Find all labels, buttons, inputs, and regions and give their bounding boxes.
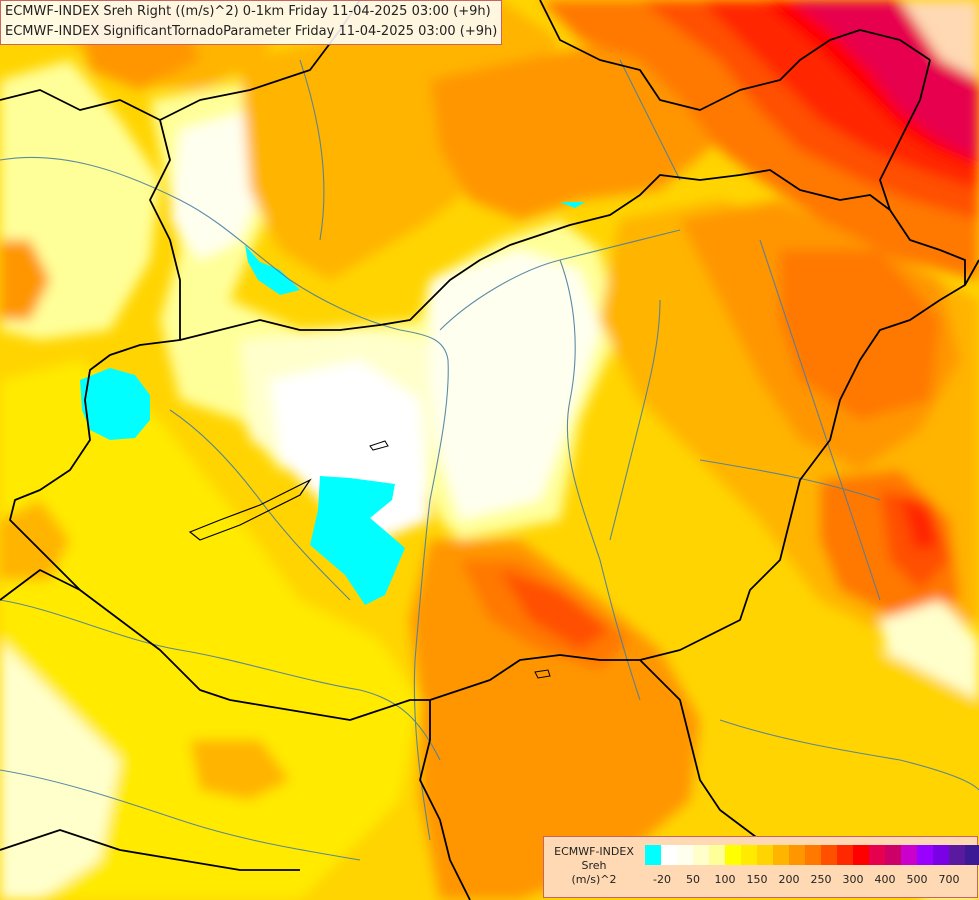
legend-swatch xyxy=(677,845,693,865)
legend-swatch xyxy=(757,845,773,865)
legend-label-unit: (m/s)^2 xyxy=(571,873,617,886)
sreh-negative-areas xyxy=(80,202,585,605)
legend-tick-labels: -20 50 100 150 200 250 300 400 500 700 xyxy=(645,873,975,889)
legend-tick-label: 250 xyxy=(810,873,832,886)
legend-label-variable: Sreh xyxy=(581,859,607,872)
legend-label-source: ECMWF-INDEX xyxy=(554,845,634,858)
legend-swatch xyxy=(901,845,917,865)
legend-tick-label: 200 xyxy=(778,873,800,886)
legend-swatch xyxy=(885,845,901,865)
legend-tick-label: 50 xyxy=(686,873,700,886)
lake-balaton xyxy=(188,478,312,541)
legend-tick-label: -20 xyxy=(653,873,671,886)
legend-swatch xyxy=(645,845,661,865)
legend-swatch xyxy=(821,845,837,865)
legend-swatch xyxy=(949,845,965,865)
legend-swatch xyxy=(933,845,949,865)
legend-swatch xyxy=(965,845,979,865)
legend-swatch xyxy=(869,845,885,865)
legend-swatch xyxy=(725,845,741,865)
map-title-box: ECMWF-INDEX Sreh Right ((m/s)^2) 0-1km F… xyxy=(0,0,503,45)
color-legend: ECMWF-INDEX Sreh (m/s)^2 -20 50 100 150 200 2… xyxy=(543,836,979,898)
legend-tick-label: 500 xyxy=(906,873,928,886)
title-line-stp: ECMWF-INDEX SignificantTornadoParameter … xyxy=(5,24,498,39)
legend-swatch xyxy=(741,845,757,865)
lake-velence xyxy=(369,440,389,451)
title-line-sreh: ECMWF-INDEX Sreh Right ((m/s)^2) 0-1km F… xyxy=(5,4,491,19)
legend-tick-label: 300 xyxy=(842,873,864,886)
legend-tick-label: 150 xyxy=(746,873,768,886)
legend-swatch xyxy=(917,845,933,865)
legend-swatch xyxy=(661,845,677,865)
legend-swatch xyxy=(805,845,821,865)
legend-swatch xyxy=(709,845,725,865)
legend-color-bar xyxy=(645,845,979,865)
legend-swatch xyxy=(789,845,805,865)
rivers xyxy=(0,59,979,861)
legend-tick-label: 700 xyxy=(938,873,960,886)
small-reservoir xyxy=(534,669,551,679)
legend-swatch xyxy=(773,845,789,865)
legend-swatch xyxy=(837,845,853,865)
legend-swatch xyxy=(693,845,709,865)
legend-tick-label: 100 xyxy=(714,873,736,886)
legend-label: ECMWF-INDEX Sreh (m/s)^2 xyxy=(548,845,640,887)
legend-tick-label: 400 xyxy=(874,873,896,886)
legend-swatch xyxy=(853,845,869,865)
